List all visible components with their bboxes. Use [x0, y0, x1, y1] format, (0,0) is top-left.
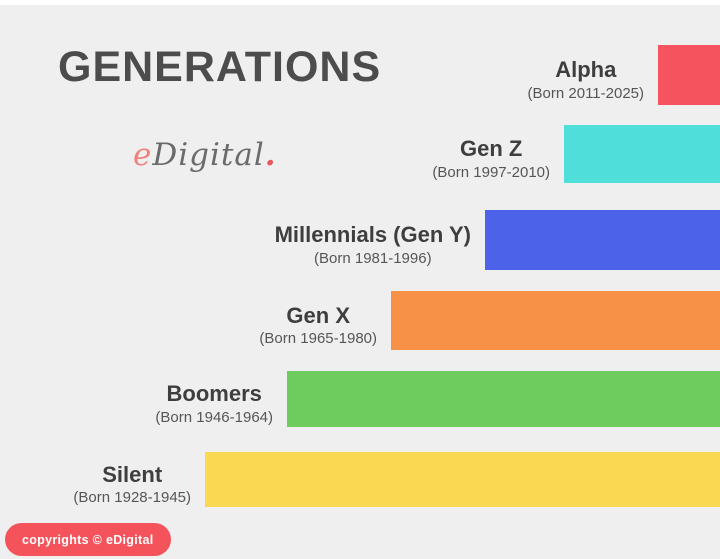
generation-bar-millennials	[485, 210, 720, 270]
page-title: GENERATIONS	[58, 43, 382, 91]
generation-label: Boomers (Born 1946-1964)	[155, 380, 273, 428]
edigital-logo: eDigital.	[133, 140, 277, 171]
generation-name: Boomers	[166, 381, 262, 407]
generation-label: Silent (Born 1928-1945)	[73, 461, 191, 509]
generation-born-range: (Born 1981-1996)	[314, 249, 432, 267]
generation-bar-alpha	[658, 45, 720, 105]
generation-name: Gen X	[286, 302, 350, 328]
generation-name: Alpha	[555, 57, 617, 83]
generation-born-range: (Born 1965-1980)	[259, 330, 377, 348]
generation-born-range: (Born 2011-2025)	[527, 84, 644, 102]
generation-bar-gen-x	[391, 291, 720, 350]
logo-period: .	[264, 137, 277, 173]
copyright-badge: copyrights © eDigital	[5, 523, 171, 556]
generation-label: Millennials (Gen Y) (Born 1981-1996)	[275, 221, 471, 269]
generation-born-range: (Born 1928-1945)	[73, 489, 191, 507]
generation-born-range: (Born 1946-1964)	[155, 408, 273, 426]
generation-bar-gen-z	[564, 125, 720, 183]
generation-label: Gen X (Born 1965-1980)	[259, 302, 377, 350]
generation-label: Gen Z (Born 1997-2010)	[432, 135, 550, 183]
generation-label: Alpha (Born 2011-2025)	[528, 56, 644, 104]
generation-name: Silent	[102, 461, 163, 487]
generation-bar-silent	[205, 452, 720, 507]
logo-name: Digital	[152, 137, 265, 173]
logo-prefix: e	[133, 137, 153, 173]
generation-born-range: (Born 1997-2010)	[432, 163, 550, 181]
generation-name: Millennials (Gen Y)	[274, 222, 471, 248]
generation-bar-boomers	[287, 371, 720, 427]
generation-name: Gen Z	[460, 136, 523, 162]
